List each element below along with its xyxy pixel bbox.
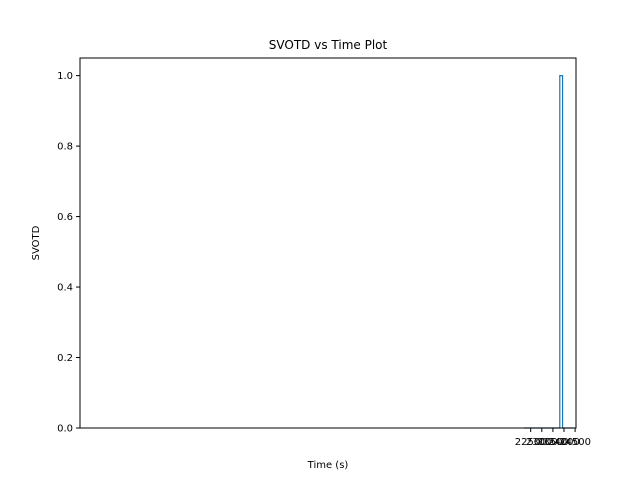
y-tick-label: 1.0 xyxy=(57,71,73,82)
y-tick-label: 0.0 xyxy=(57,424,73,435)
x-axis-label: Time (s) xyxy=(307,460,349,471)
x-tick-label: 24500 xyxy=(559,437,591,448)
x-tick-label: 24000 xyxy=(548,437,580,448)
y-tick-label: 0.4 xyxy=(57,283,73,294)
y-axis: 0.0 0.2 0.4 0.6 0.8 1.0 xyxy=(57,71,80,435)
y-axis-label: SVOTD xyxy=(31,225,42,260)
y-tick-label: 0.8 xyxy=(57,142,73,153)
plot-frame xyxy=(79,57,577,429)
x-tick-label: 22500 xyxy=(515,437,547,448)
x-tick-label: 23000 xyxy=(526,437,558,448)
y-tick-label: 0.2 xyxy=(57,353,73,364)
y-tick-label: 0.6 xyxy=(57,212,73,223)
x-tick-label: 23500 xyxy=(537,437,569,448)
chart-title: SVOTD vs Time Plot xyxy=(269,38,388,52)
